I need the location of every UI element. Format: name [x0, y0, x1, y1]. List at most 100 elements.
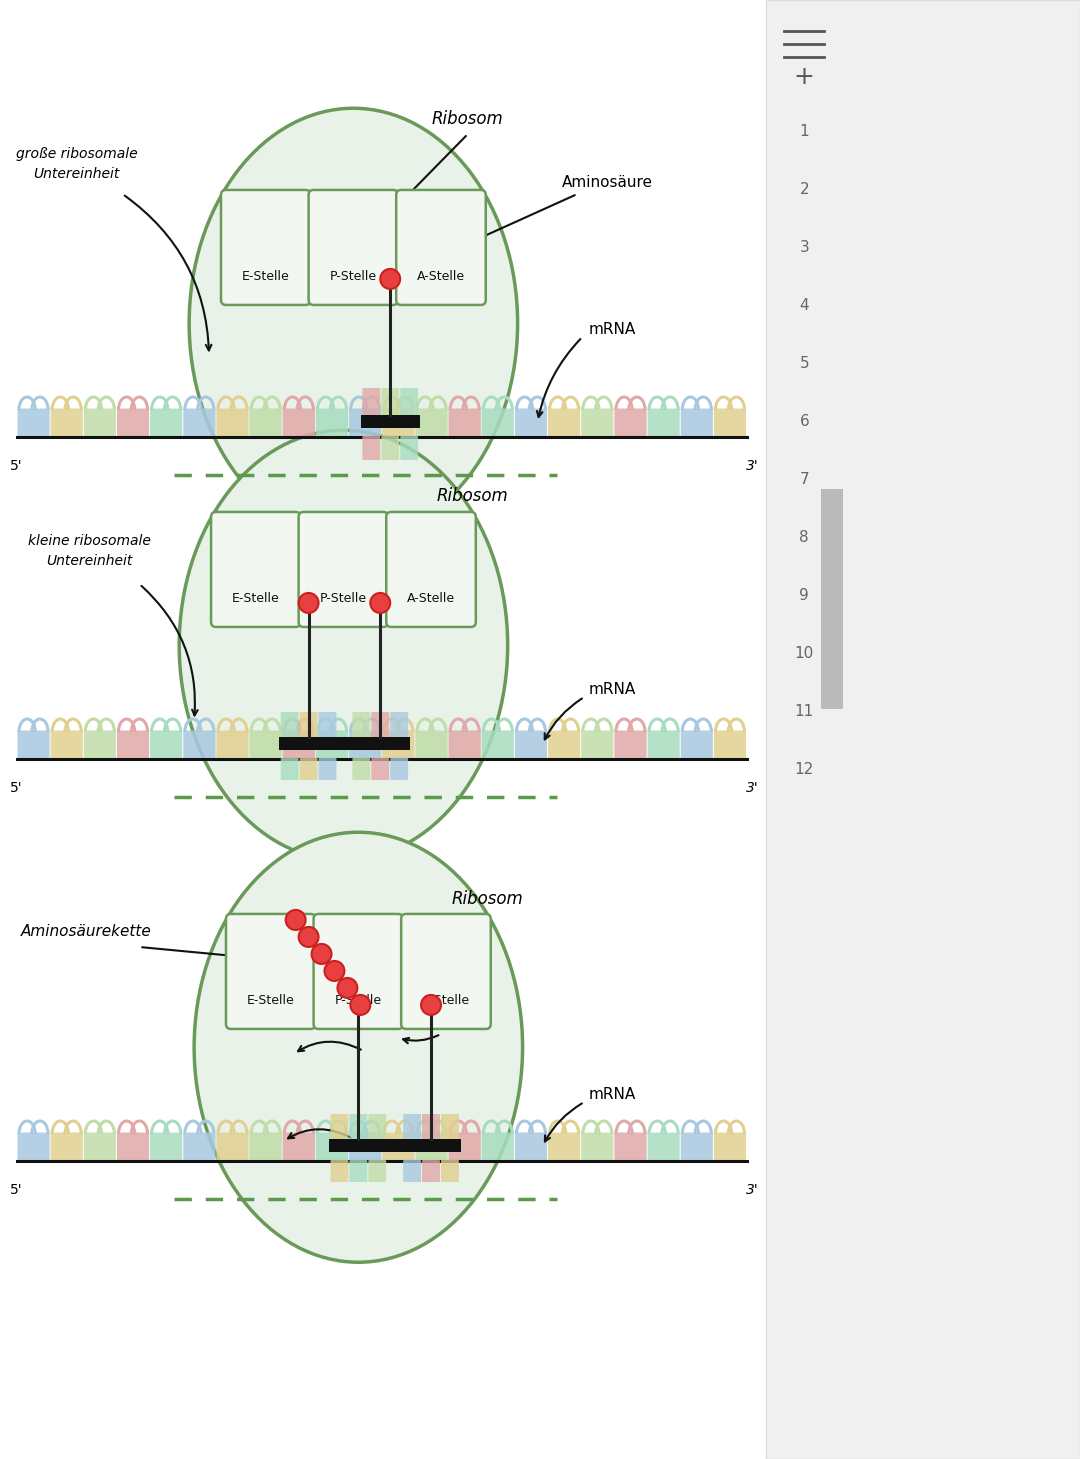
FancyBboxPatch shape — [401, 436, 418, 460]
FancyBboxPatch shape — [117, 409, 149, 439]
FancyBboxPatch shape — [548, 409, 580, 439]
Text: A-Stelle: A-Stelle — [422, 995, 470, 1007]
FancyBboxPatch shape — [299, 712, 318, 744]
Text: E-Stelle: E-Stelle — [247, 995, 295, 1007]
FancyBboxPatch shape — [401, 913, 490, 1029]
FancyBboxPatch shape — [714, 731, 746, 760]
Text: 3': 3' — [745, 1183, 758, 1196]
FancyBboxPatch shape — [281, 712, 299, 744]
FancyBboxPatch shape — [283, 731, 315, 760]
FancyBboxPatch shape — [515, 731, 548, 760]
FancyBboxPatch shape — [515, 1132, 548, 1163]
FancyBboxPatch shape — [416, 731, 447, 760]
FancyBboxPatch shape — [150, 409, 183, 439]
Ellipse shape — [194, 832, 523, 1262]
Circle shape — [421, 995, 441, 1015]
Text: A-Stelle: A-Stelle — [407, 592, 455, 605]
FancyBboxPatch shape — [184, 1132, 215, 1163]
Text: E-Stelle: E-Stelle — [242, 270, 289, 283]
FancyBboxPatch shape — [350, 1115, 367, 1145]
FancyBboxPatch shape — [330, 1160, 349, 1182]
FancyBboxPatch shape — [581, 1132, 613, 1163]
FancyBboxPatch shape — [680, 409, 713, 439]
FancyBboxPatch shape — [316, 731, 348, 760]
FancyBboxPatch shape — [387, 512, 476, 627]
FancyBboxPatch shape — [448, 1132, 481, 1163]
Text: 5: 5 — [799, 356, 809, 371]
FancyBboxPatch shape — [548, 1132, 580, 1163]
FancyBboxPatch shape — [313, 913, 403, 1029]
FancyBboxPatch shape — [422, 1160, 440, 1182]
FancyBboxPatch shape — [482, 731, 514, 760]
FancyBboxPatch shape — [615, 1132, 647, 1163]
Circle shape — [299, 592, 319, 613]
Circle shape — [312, 944, 332, 964]
FancyBboxPatch shape — [581, 731, 613, 760]
FancyBboxPatch shape — [216, 1132, 248, 1163]
FancyBboxPatch shape — [382, 409, 415, 439]
FancyBboxPatch shape — [17, 731, 50, 760]
FancyBboxPatch shape — [680, 1132, 713, 1163]
Text: 9: 9 — [799, 588, 809, 603]
Text: Aminosäure: Aminosäure — [562, 175, 652, 190]
FancyBboxPatch shape — [714, 1132, 746, 1163]
Text: Aminosäurekette: Aminosäurekette — [22, 924, 152, 938]
FancyBboxPatch shape — [368, 1160, 387, 1182]
FancyBboxPatch shape — [403, 1115, 421, 1145]
FancyBboxPatch shape — [515, 409, 548, 439]
FancyBboxPatch shape — [349, 1132, 381, 1163]
FancyBboxPatch shape — [281, 759, 299, 781]
FancyBboxPatch shape — [150, 731, 183, 760]
Text: Ribosom: Ribosom — [451, 890, 524, 907]
Text: mRNA: mRNA — [589, 322, 636, 337]
FancyBboxPatch shape — [382, 1132, 415, 1163]
FancyBboxPatch shape — [117, 731, 149, 760]
Text: 4: 4 — [799, 298, 809, 312]
FancyBboxPatch shape — [283, 409, 315, 439]
Text: 8: 8 — [799, 530, 809, 544]
FancyBboxPatch shape — [368, 1115, 387, 1145]
Circle shape — [337, 978, 357, 998]
Text: 5': 5' — [10, 1183, 23, 1196]
FancyBboxPatch shape — [17, 1132, 50, 1163]
FancyBboxPatch shape — [403, 1160, 421, 1182]
FancyBboxPatch shape — [51, 731, 83, 760]
FancyBboxPatch shape — [441, 1160, 459, 1182]
FancyBboxPatch shape — [381, 388, 400, 422]
Circle shape — [370, 592, 390, 613]
Text: A-Stelle: A-Stelle — [417, 270, 465, 283]
FancyBboxPatch shape — [216, 731, 248, 760]
FancyBboxPatch shape — [396, 190, 486, 305]
Text: 3': 3' — [745, 460, 758, 473]
FancyBboxPatch shape — [581, 409, 613, 439]
Text: Ribosom: Ribosom — [437, 487, 509, 505]
Ellipse shape — [189, 108, 517, 538]
FancyBboxPatch shape — [319, 712, 337, 744]
FancyBboxPatch shape — [352, 712, 370, 744]
FancyBboxPatch shape — [316, 1132, 348, 1163]
FancyBboxPatch shape — [615, 731, 647, 760]
Text: 5': 5' — [10, 781, 23, 795]
FancyBboxPatch shape — [51, 409, 83, 439]
FancyBboxPatch shape — [615, 409, 647, 439]
FancyBboxPatch shape — [299, 512, 388, 627]
FancyBboxPatch shape — [548, 731, 580, 760]
Text: Ribosom: Ribosom — [432, 109, 503, 128]
FancyBboxPatch shape — [221, 190, 311, 305]
FancyBboxPatch shape — [319, 759, 337, 781]
FancyBboxPatch shape — [482, 409, 514, 439]
FancyBboxPatch shape — [381, 436, 400, 460]
FancyBboxPatch shape — [117, 1132, 149, 1163]
FancyBboxPatch shape — [441, 1115, 459, 1145]
FancyBboxPatch shape — [184, 731, 215, 760]
FancyBboxPatch shape — [363, 436, 380, 460]
FancyBboxPatch shape — [648, 409, 679, 439]
Bar — [279, 737, 410, 750]
Ellipse shape — [179, 430, 508, 861]
FancyBboxPatch shape — [401, 388, 418, 422]
Bar — [767, 0, 1080, 1459]
FancyBboxPatch shape — [249, 1132, 282, 1163]
FancyBboxPatch shape — [680, 731, 713, 760]
FancyBboxPatch shape — [249, 731, 282, 760]
FancyBboxPatch shape — [249, 409, 282, 439]
